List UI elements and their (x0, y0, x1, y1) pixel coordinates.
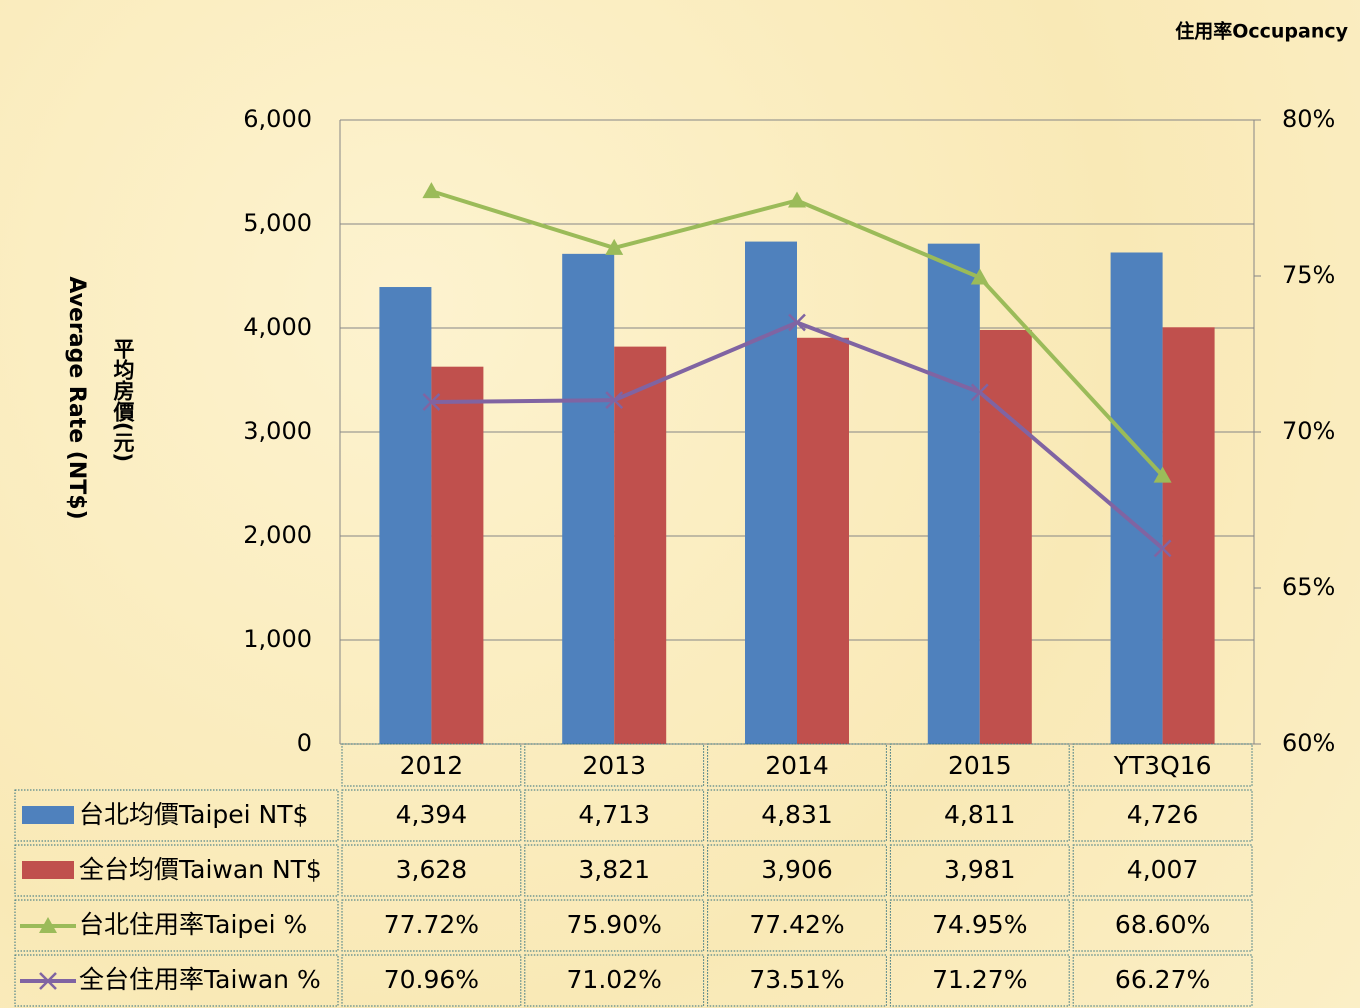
table-cell (341, 789, 522, 842)
y2-tick-label: 80% (1282, 105, 1335, 133)
line-marker (1153, 539, 1172, 558)
table-value: 3,981 (944, 855, 1016, 884)
y-tick-label: 6,000 (243, 105, 312, 133)
table-value: 68.60% (1115, 910, 1210, 939)
line-marker (605, 391, 624, 410)
table-value: 70.96% (384, 965, 479, 994)
table-cell (707, 954, 887, 1007)
table-cell (1072, 954, 1253, 1007)
bar (614, 346, 667, 744)
table-cell (707, 743, 887, 787)
bar (979, 329, 1032, 744)
bar (797, 337, 849, 744)
y2-tick-label: 70% (1282, 417, 1335, 445)
table-cell (889, 899, 1070, 952)
line-marker (970, 383, 989, 402)
x-tick-label: YT3Q16 (1113, 751, 1212, 780)
y-axis-label: Average Rate (NT$) (64, 276, 89, 519)
table-value: 4,007 (1127, 855, 1199, 884)
table-cell (14, 899, 339, 952)
line-marker (422, 182, 441, 199)
y-tick-label: 2,000 (243, 521, 312, 549)
table-cell (707, 844, 887, 897)
y-axis-label-zh: 平均房價(元) (111, 338, 136, 462)
table-cell (524, 743, 705, 787)
table-value: 3,628 (396, 855, 468, 884)
x-tick-label: 2012 (400, 751, 464, 780)
legend-swatch (22, 806, 74, 824)
bar (562, 253, 615, 744)
line-marker (1153, 466, 1172, 483)
table-value: 74.95% (932, 910, 1027, 939)
bar (1110, 252, 1163, 744)
bar (1162, 327, 1215, 744)
y-tick-label: 1,000 (243, 625, 312, 653)
table-value: 71.27% (932, 965, 1027, 994)
legend-label: 台北均價Taipei NT$ (79, 800, 308, 829)
table-value: 4,713 (578, 800, 650, 829)
line-marker (970, 268, 989, 285)
table-value: 77.42% (749, 910, 844, 939)
table-value: 75.90% (567, 910, 662, 939)
table-cell (524, 899, 705, 952)
table-cell (889, 844, 1070, 897)
legend-label: 全台住用率Taiwan % (79, 965, 321, 994)
y2-tick-label: 75% (1282, 261, 1335, 289)
table-value: 73.51% (749, 965, 844, 994)
table-cell (889, 789, 1070, 842)
legend-marker (39, 972, 57, 990)
table-cell (707, 899, 887, 952)
y-tick-label: 5,000 (243, 209, 312, 237)
y-tick-label: 4,000 (243, 313, 312, 341)
y2-tick-label: 60% (1282, 729, 1335, 757)
table-cell (524, 844, 705, 897)
table-cell (524, 789, 705, 842)
corner-label: 住用率Occupancy (1175, 20, 1348, 43)
x-tick-label: 2013 (582, 751, 646, 780)
table-value: 66.27% (1115, 965, 1210, 994)
table-cell (524, 954, 705, 1007)
x-tick-label: 2014 (765, 751, 829, 780)
table-value: 77.72% (384, 910, 479, 939)
x-tick-label: 2015 (948, 751, 1012, 780)
y2-tick-label: 65% (1282, 573, 1335, 601)
table-cell (14, 954, 339, 1007)
table-cell (1072, 789, 1253, 842)
legend-marker (39, 917, 57, 933)
table-value: 4,831 (761, 800, 833, 829)
bar (745, 241, 797, 745)
table-cell (1072, 844, 1253, 897)
table-cell (889, 954, 1070, 1007)
table-value: 3,821 (578, 855, 650, 884)
bar (379, 287, 432, 744)
bar (927, 243, 980, 744)
table-cell (707, 789, 887, 842)
table-cell (341, 899, 522, 952)
table-cell (341, 743, 522, 787)
table-cell (1072, 899, 1253, 952)
table-cell (889, 743, 1070, 787)
legend-swatch (22, 861, 74, 879)
table-cell (341, 844, 522, 897)
table-cell (341, 954, 522, 1007)
table-value: 3,906 (761, 855, 833, 884)
table-value: 4,811 (944, 800, 1016, 829)
y-tick-label: 0 (297, 729, 312, 757)
table-cell (1072, 743, 1253, 787)
line-marker (605, 238, 624, 255)
bar (431, 366, 484, 744)
line-marker (788, 191, 806, 208)
legend-label: 全台均價Taiwan NT$ (79, 855, 322, 884)
y-tick-label: 3,000 (243, 417, 312, 445)
table-cell (14, 844, 339, 897)
table-cell (14, 789, 339, 842)
line-marker (788, 313, 806, 332)
table-value: 71.02% (567, 965, 662, 994)
table-value: 4,726 (1127, 800, 1199, 829)
table-value: 4,394 (396, 800, 468, 829)
legend-label: 台北住用率Taipei % (79, 910, 307, 939)
line-marker (422, 393, 441, 411)
